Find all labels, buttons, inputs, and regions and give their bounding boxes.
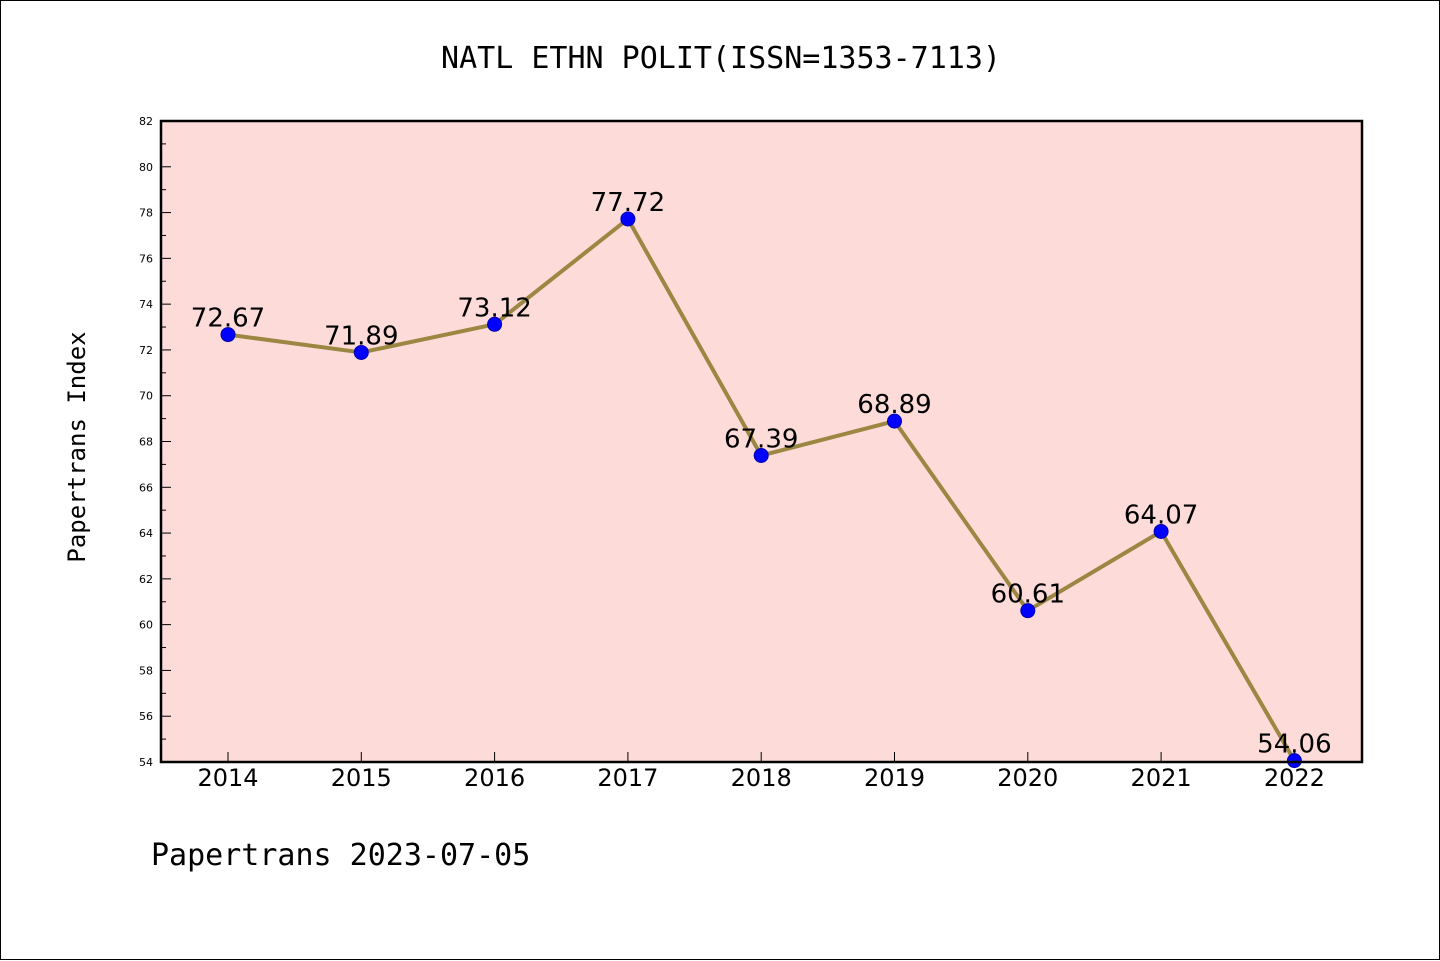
- data-point-marker: [353, 344, 369, 360]
- x-tick-label: 2022: [1264, 764, 1325, 792]
- y-tick-label: 82: [139, 115, 153, 128]
- data-point-marker: [1153, 523, 1169, 539]
- data-point-marker: [753, 447, 769, 463]
- y-axis-label: Papertrans Index: [63, 331, 91, 562]
- data-point-marker: [487, 316, 503, 332]
- x-tick-label: 2019: [864, 764, 925, 792]
- data-label: 72.67: [191, 304, 265, 334]
- data-point-marker: [1286, 753, 1302, 769]
- data-point-marker: [220, 327, 236, 343]
- y-tick-label: 80: [139, 161, 153, 174]
- x-tick-label: 2017: [597, 764, 658, 792]
- x-tick-label: 2015: [331, 764, 392, 792]
- y-tick-label: 60: [139, 619, 153, 632]
- x-tick-label: 2021: [1131, 764, 1192, 792]
- x-tick-label: 2016: [464, 764, 525, 792]
- y-tick-label: 64: [139, 527, 153, 540]
- footer-date-label: Papertrans 2023-07-05: [151, 838, 530, 873]
- data-label: 73.12: [457, 293, 531, 323]
- y-tick-label: 78: [139, 207, 153, 220]
- data-label: 68.89: [857, 390, 931, 420]
- x-tick-label: 2018: [731, 764, 792, 792]
- x-tick-label: 2020: [997, 764, 1058, 792]
- y-tick-label: 68: [139, 436, 153, 449]
- data-label: 64.07: [1124, 500, 1198, 530]
- y-tick-label: 76: [139, 252, 153, 265]
- data-point-marker: [887, 413, 902, 429]
- data-label: 77.72: [591, 188, 665, 218]
- plot-area: [161, 121, 1362, 762]
- y-tick-label: 54: [139, 756, 153, 769]
- data-label: 54.06: [1257, 730, 1331, 760]
- y-tick-label: 72: [139, 344, 153, 357]
- y-axis: 54 56 58 60 62 64 66 68 70 72 74 76 78 80 82: [139, 115, 171, 769]
- x-tick-label: 2014: [197, 764, 258, 792]
- y-tick-label: 70: [139, 390, 153, 403]
- x-axis: 2014 2015 2016 2017 2018 2019 2020 2021 2022: [197, 752, 1325, 792]
- data-label: 60.61: [991, 580, 1065, 610]
- y-tick-label: 74: [139, 298, 153, 311]
- data-label: 67.39: [724, 424, 798, 454]
- plot-frame: [159, 119, 1364, 764]
- data-point-marker: [620, 211, 636, 227]
- series-group: 72.67 71.89 73.12 77.72 67.39 68.89 60.61 64.07…: [191, 188, 1332, 769]
- y-tick-label: 62: [139, 573, 153, 586]
- data-label: 71.89: [324, 321, 398, 351]
- y-tick-label: 66: [139, 481, 153, 494]
- chart-title: NATL ETHN POLIT(ISSN=1353-7113): [441, 41, 1001, 76]
- y-tick-label: 58: [139, 664, 153, 677]
- y-tick-label: 56: [139, 710, 153, 723]
- data-point-marker: [1020, 603, 1036, 619]
